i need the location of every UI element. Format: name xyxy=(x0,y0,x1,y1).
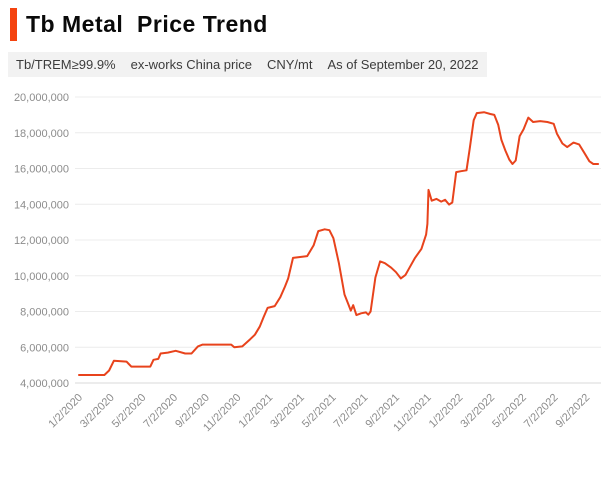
x-tick-label: 5/2/2021 xyxy=(300,392,339,431)
x-tick-label: 1/2/2022 xyxy=(427,392,466,431)
x-tick-label: 1/2/2020 xyxy=(46,392,85,431)
y-tick-label: 14,000,000 xyxy=(14,199,69,211)
x-tick-label: 5/2/2020 xyxy=(110,392,149,431)
x-tick-label: 7/2/2022 xyxy=(522,392,561,431)
subtitle-unit: CNY/mt xyxy=(266,57,313,72)
y-tick-label: 8,000,000 xyxy=(20,307,69,319)
x-tick-label: 9/2/2022 xyxy=(554,392,593,431)
x-tick-label: 7/2/2021 xyxy=(332,392,371,431)
title-row: Tb Metal Price Trend xyxy=(10,8,268,41)
subtitle-as-of-date: As of September 20, 2022 xyxy=(327,57,479,72)
title-accent-bar xyxy=(10,8,17,41)
x-tick-label: 7/2/2020 xyxy=(141,392,180,431)
y-tick-label: 6,000,000 xyxy=(20,342,69,354)
price-line xyxy=(78,111,600,376)
subtitle-price-basis: ex-works China price xyxy=(130,57,252,72)
chart-subtitle-bar: Tb/TREM≥99.9% ex-works China price CNY/m… xyxy=(8,52,487,77)
y-tick-label: 20,000,000 xyxy=(14,92,69,104)
page-title: Tb Metal Price Trend xyxy=(26,11,268,37)
x-tick-label: 3/2/2022 xyxy=(458,392,497,431)
subtitle-grade: Tb/TREM≥99.9% xyxy=(16,57,116,72)
y-tick-label: 4,000,000 xyxy=(20,378,69,390)
x-tick-label: 3/2/2020 xyxy=(78,392,117,431)
y-tick-label: 18,000,000 xyxy=(14,128,69,140)
x-tick-label: 5/2/2022 xyxy=(490,392,529,431)
y-tick-label: 12,000,000 xyxy=(14,235,69,247)
y-tick-label: 10,000,000 xyxy=(14,271,69,283)
x-tick-label: 3/2/2021 xyxy=(268,392,307,431)
y-tick-label: 16,000,000 xyxy=(14,164,69,176)
x-tick-label: 1/2/2021 xyxy=(237,392,276,431)
